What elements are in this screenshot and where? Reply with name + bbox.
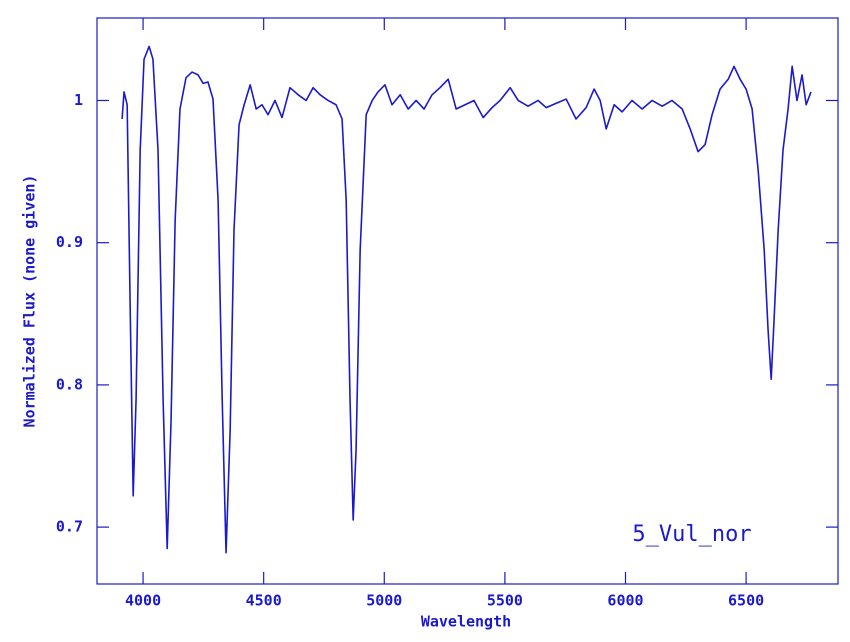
y-tick-label: 0.8 <box>56 375 83 393</box>
x-tick-label: 4000 <box>125 592 161 610</box>
y-tick-label: 0.9 <box>56 233 83 251</box>
x-tick-label: 4500 <box>246 592 282 610</box>
x-tick-label: 6000 <box>607 592 643 610</box>
y-axis-label: Normalized Flux (none given) <box>21 175 39 428</box>
x-tick-label: 5500 <box>487 592 523 610</box>
y-tick-label: 0.7 <box>56 518 83 536</box>
x-axis-label: Wavelength <box>421 613 511 631</box>
x-tick-label: 6500 <box>728 592 764 610</box>
annotation: 5_Vul_nor <box>632 522 751 547</box>
plot-frame <box>96 17 839 585</box>
x-tick-label: 5000 <box>366 592 402 610</box>
y-tick-label: 1 <box>74 91 83 109</box>
spectrum-line <box>121 45 812 554</box>
